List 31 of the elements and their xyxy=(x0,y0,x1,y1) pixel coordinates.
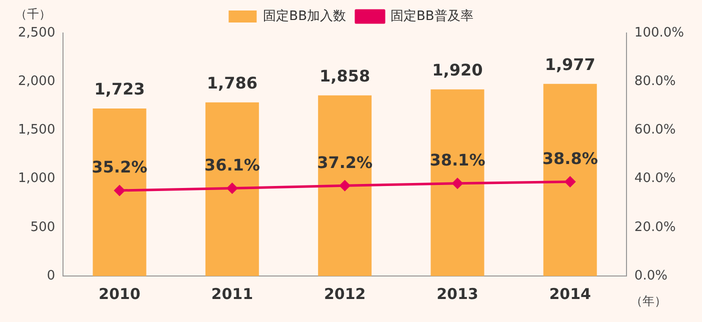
y2-tick-label: 100.0% xyxy=(634,25,684,40)
x-tick-label: 2013 xyxy=(436,284,478,303)
y2-tick-label: 80.0% xyxy=(634,74,676,89)
x-tick-label: 2011 xyxy=(211,284,254,303)
y2-tick-label: 20.0% xyxy=(634,220,676,235)
data-label: 1,786 xyxy=(206,74,258,93)
y-tick-label: 500 xyxy=(30,220,56,235)
point xyxy=(564,176,576,187)
x-tick-label: 2010 xyxy=(98,284,140,303)
y2-tick-label: 0.0% xyxy=(634,268,668,284)
y-tick-label: 2,000 xyxy=(18,74,56,89)
legend-label: 固定BB加入数 xyxy=(263,8,346,24)
y2-tick-label: 40.0% xyxy=(634,171,676,186)
data-label: 1,858 xyxy=(320,66,370,86)
legend-label: 固定BB普及率 xyxy=(390,8,474,24)
x-axis-title: （年） xyxy=(630,294,666,308)
point xyxy=(452,178,463,189)
x-tick-label: 2012 xyxy=(324,284,366,303)
y-tick-label: 1,000 xyxy=(18,171,56,186)
point xyxy=(226,183,238,194)
point xyxy=(340,180,350,191)
point xyxy=(114,185,125,196)
y-tick-label: 1,500 xyxy=(18,122,56,138)
data-label: 1,977 xyxy=(544,54,596,74)
x-tick-label: 2014 xyxy=(549,284,591,303)
y-tick-label: 0 xyxy=(46,268,56,284)
y-tick-label: 2,500 xyxy=(18,25,56,40)
data-label: 1,920 xyxy=(432,60,483,80)
y2-tick-label: 60.0% xyxy=(634,122,676,138)
y-axis-title: （千） xyxy=(15,7,52,22)
data-label: 1,723 xyxy=(94,80,145,99)
